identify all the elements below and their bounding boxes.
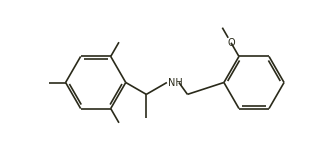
Text: O: O (227, 38, 235, 48)
Text: NH: NH (169, 78, 183, 87)
